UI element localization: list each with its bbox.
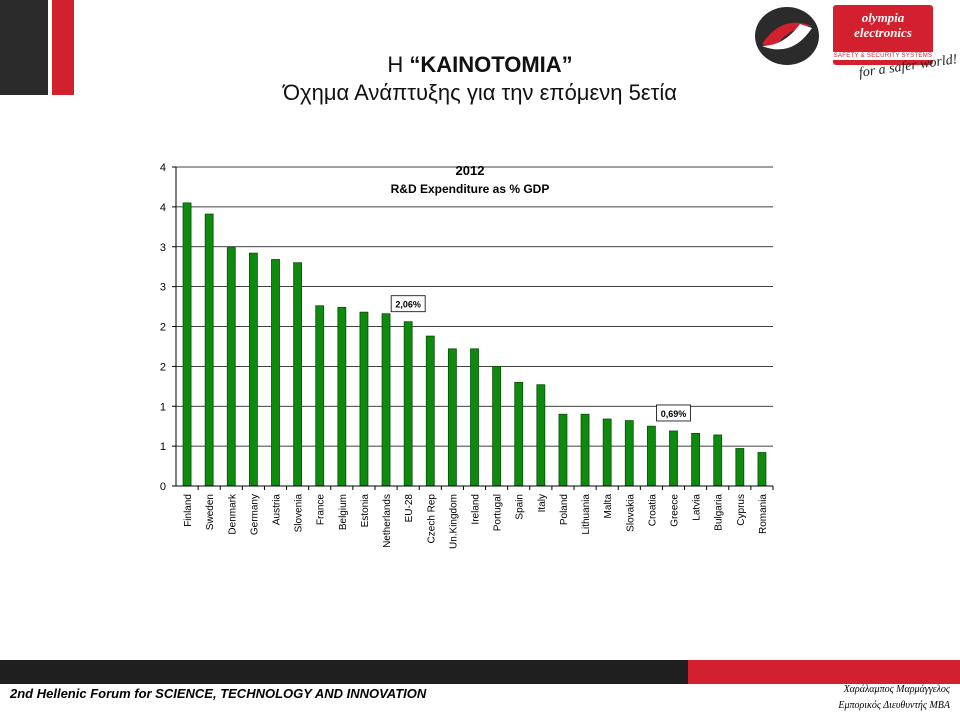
annotation-label: 0,69%: [661, 409, 687, 419]
x-tick-label: Un.Kingdom: [448, 494, 459, 549]
bar: [514, 381, 524, 487]
x-tick-label: Sweden: [205, 494, 216, 530]
bar: [271, 259, 280, 487]
slide-title-emphasis: “ΚΑΙΝΟΤΟΜΙΑ”: [409, 52, 573, 77]
x-tick-label: Czech Rep: [426, 494, 437, 544]
corner-dark-stripe: [0, 0, 48, 95]
footer-red-bar: [688, 660, 960, 684]
x-tick-label: France: [316, 494, 327, 526]
bar: [293, 262, 303, 487]
footer-author-role: Εμπορικός Διευθυντής MBA: [838, 700, 950, 711]
x-tick-label: Finland: [183, 494, 194, 527]
x-tick-label: Poland: [559, 494, 570, 525]
chart-labels: 0 1 1 2 2 3 3 4 4 Finland Sweden Denmark Germany Aust…: [160, 162, 769, 549]
bar: [669, 430, 678, 487]
bar: [580, 413, 590, 487]
x-tick-label: Bulgaria: [714, 494, 725, 531]
bar: [492, 365, 502, 487]
annotation-box: [656, 404, 691, 422]
corner-red-stripe: [52, 0, 74, 95]
bar: [381, 313, 391, 487]
brand-tagline: SAFETY & SECURITY SYSTEMS: [833, 52, 933, 60]
footer-author-name: Χαράλαμπος Μαρμάγγελος: [843, 684, 950, 695]
bar: [713, 434, 723, 487]
olympia-logo-icon: [755, 7, 819, 65]
brand-logo-box: olympia electronics SAFETY & SECURITY SY…: [833, 5, 933, 65]
y-tick-label: 2: [160, 361, 166, 373]
y-tick-label: 1: [160, 401, 166, 413]
bar: [624, 420, 634, 487]
x-tick-label: Slovenia: [294, 494, 305, 533]
bar: [182, 202, 192, 487]
annotation-label: 2,06%: [395, 300, 421, 310]
footer-dark-bar: [0, 660, 688, 684]
y-tick-label: 3: [160, 282, 166, 294]
x-tick-label: Netherlands: [382, 494, 393, 548]
bar: [602, 418, 612, 487]
x-tick-label: Germany: [249, 494, 260, 535]
x-tick-label: Denmark: [227, 493, 238, 535]
x-tick-label: Spain: [515, 494, 526, 520]
x-tick-label: Croatia: [647, 494, 658, 527]
chart-background: [140, 155, 780, 570]
x-tick-label: Romania: [758, 494, 769, 534]
y-tick-label: 4: [160, 202, 166, 214]
brand-name-line2: electronics: [854, 25, 912, 40]
x-tick-label: Lithuania: [581, 494, 592, 535]
bar: [315, 305, 325, 487]
x-tick-label: Cyprus: [736, 494, 747, 526]
bar: [646, 425, 656, 487]
bar: [337, 306, 347, 487]
bar: [757, 452, 767, 487]
brand-name: olympia electronics: [833, 5, 933, 40]
bar: [248, 252, 258, 487]
bar: [536, 384, 546, 487]
x-tick-label: Portugal: [493, 494, 504, 531]
y-tick-label: 2: [160, 322, 166, 334]
chart-title: 2012: [456, 163, 485, 178]
bar: [447, 348, 457, 487]
footer-event-name: 2nd Hellenic Forum for SCIENCE, TECHNOLO…: [10, 686, 427, 701]
bar: [558, 413, 568, 487]
x-tick-label: EU-28: [404, 494, 415, 523]
slide-title-prefix: Η: [387, 52, 410, 77]
y-tick-label: 1: [160, 441, 166, 453]
y-tick-label: 0: [160, 481, 166, 493]
bar: [470, 348, 479, 487]
x-tick-label: Slovakia: [625, 494, 636, 532]
bar: [403, 321, 413, 487]
bar: [425, 335, 435, 487]
chart-subtitle: R&D Expenditure as % GDP: [391, 182, 550, 196]
chart-axes: [172, 166, 774, 490]
x-tick-label: Belgium: [338, 494, 349, 530]
chart-bars: [182, 202, 767, 487]
y-tick-label: 3: [160, 242, 166, 254]
annotation-box: [390, 295, 426, 313]
slide-title: Η “ΚΑΙΝΟΤΟΜΙΑ”: [200, 52, 760, 78]
x-tick-label: Greece: [670, 494, 681, 527]
bar: [226, 247, 236, 487]
x-tick-label: Ireland: [471, 494, 482, 525]
y-tick-label: 4: [160, 162, 166, 174]
x-tick-label: Latvia: [692, 494, 703, 521]
slide-subtitle: Όχημα Ανάπτυξης για την επόμενη 5ετία: [283, 80, 677, 105]
rd-expenditure-chart: 2012 R&D Expenditure as % GDP 0 1 1 2 2 3 3 4 4 F…: [140, 155, 780, 570]
x-tick-label: Austria: [272, 494, 283, 526]
x-tick-label: Malta: [603, 494, 614, 519]
x-tick-label: Estonia: [360, 494, 371, 528]
bar: [359, 311, 369, 487]
x-tick-label: Italy: [537, 494, 548, 512]
bar: [735, 448, 745, 487]
brand-name-line1: olympia: [861, 10, 905, 25]
bar: [691, 432, 701, 487]
bar: [204, 213, 214, 487]
